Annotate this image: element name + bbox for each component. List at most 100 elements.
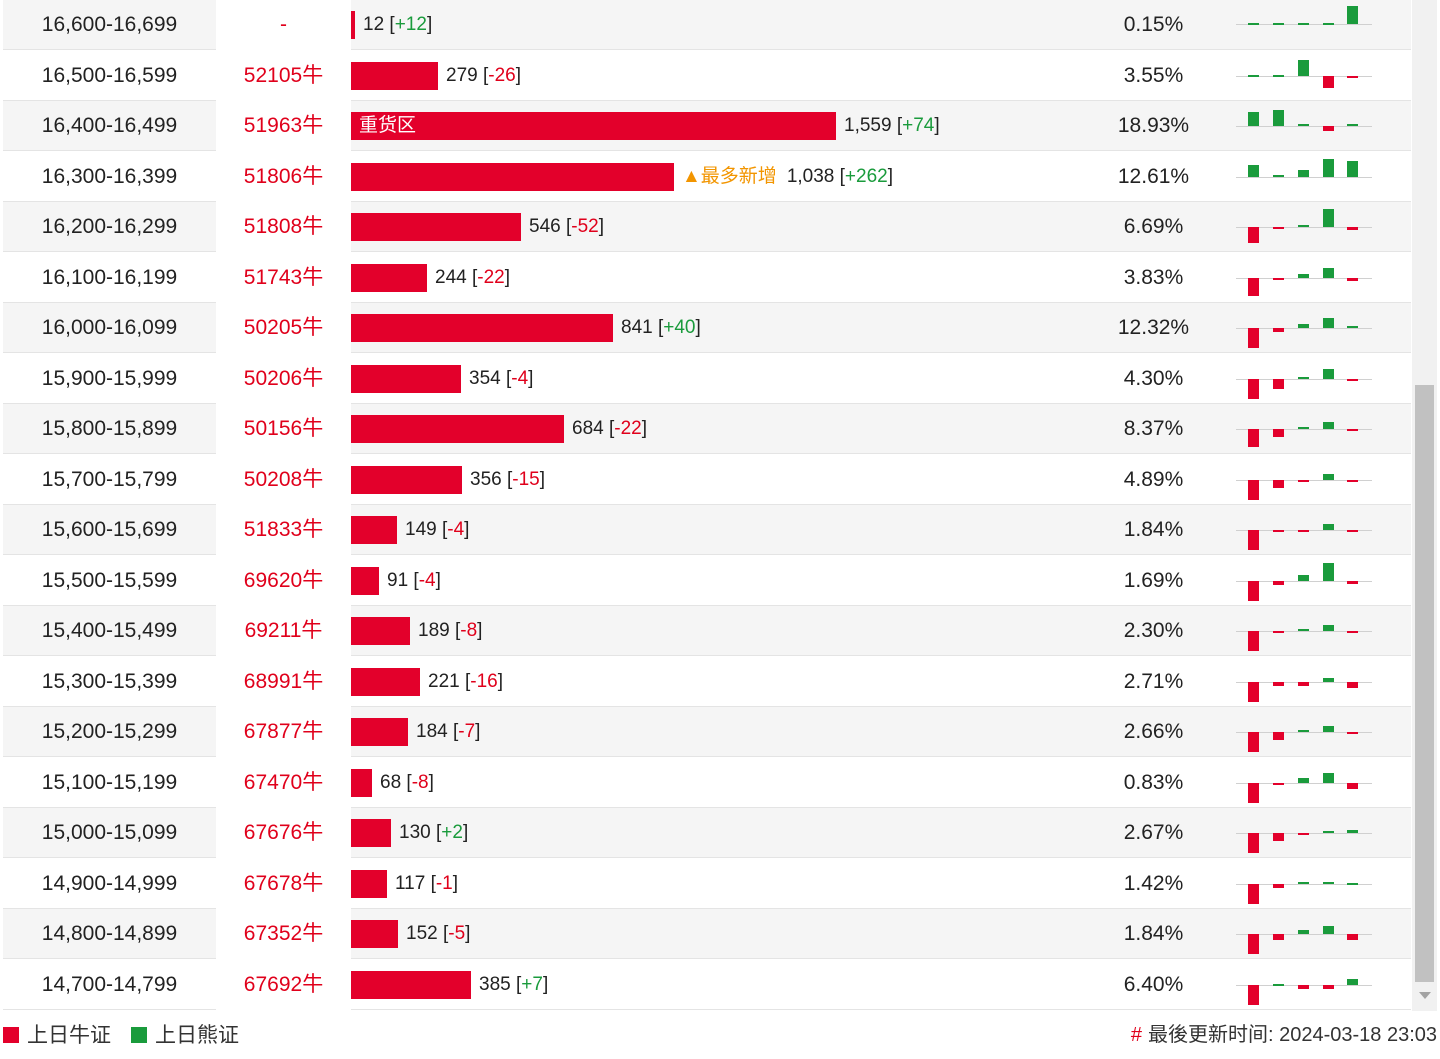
table-row[interactable]: 15,800-15,899 50156牛 684 [-22] 8.37% — [3, 404, 1411, 454]
warrant-code[interactable]: 51808牛 — [216, 202, 351, 252]
warrant-code[interactable]: 51743牛 — [216, 252, 351, 303]
bar-label: 重货区 — [359, 115, 417, 136]
history-sparkline — [1236, 51, 1372, 101]
bull-spark-bar — [1323, 984, 1334, 989]
bear-spark-bar — [1273, 74, 1284, 77]
warrant-code[interactable]: 52105牛 — [216, 50, 351, 101]
warrant-code[interactable]: 68991牛 — [216, 656, 351, 707]
percentage: 4.30% — [1123, 366, 1184, 390]
bull-spark-bar — [1347, 530, 1358, 532]
warrant-code[interactable]: 69211牛 — [216, 606, 351, 656]
warrant-code[interactable]: 69620牛 — [216, 555, 351, 606]
quantity-info: ▲最多新增 1,038 [+262] — [682, 165, 893, 187]
table-row[interactable]: 15,700-15,799 50208牛 356 [-15] 4.89% — [3, 454, 1411, 505]
scroll-down-arrow-icon[interactable] — [1419, 992, 1431, 999]
last-updated-text: 最後更新时间: 2024-03-18 23:03 — [1147, 1024, 1437, 1046]
warrant-code[interactable]: 51963牛 — [216, 101, 351, 151]
bull-spark-bar — [1248, 479, 1259, 500]
bear-spark-bar — [1273, 23, 1284, 25]
table-row[interactable]: 15,200-15,299 67877牛 184 [-7] 2.66% — [3, 707, 1411, 757]
bear-spark-bar — [1323, 318, 1334, 328]
legend-bull: 上日牛证 — [3, 1012, 111, 1059]
quantity-change: -16 — [470, 670, 498, 692]
table-row[interactable]: 14,700-14,799 67692牛 385 [+7] 6.40% — [3, 959, 1411, 1010]
quantity-change: -5 — [448, 923, 466, 944]
bull-spark-bar — [1248, 227, 1259, 243]
table-row[interactable]: 16,000-16,099 50205牛 841 [+40] 12.32% — [3, 303, 1411, 353]
table-row[interactable]: 15,500-15,599 69620牛 91 [-4] 1.69% — [3, 555, 1411, 606]
quantity-count: 189 — [418, 620, 450, 641]
table-row[interactable]: 16,500-16,599 52105牛 279 [-26] 3.55% — [3, 50, 1411, 101]
warrant-code[interactable]: 67470牛 — [216, 757, 351, 808]
vertical-scrollbar[interactable] — [1412, 0, 1437, 1011]
bear-spark-bar — [1298, 225, 1309, 227]
sparkline-baseline — [1236, 176, 1372, 178]
bear-spark-bar — [1298, 777, 1309, 783]
quantity-info: 68 [-8] — [380, 771, 434, 793]
quantity-change: -52 — [571, 216, 599, 237]
warrant-code[interactable]: 50205牛 — [216, 303, 351, 353]
table-row[interactable]: 14,900-14,999 67678牛 117 [-1] 1.42% — [3, 858, 1411, 909]
warrant-code[interactable]: - — [216, 0, 351, 50]
bear-spark-bar — [1298, 629, 1309, 631]
bull-spark-bar — [1273, 934, 1284, 940]
warrant-code[interactable]: 51806牛 — [216, 151, 351, 202]
quantity-count: 279 — [446, 64, 478, 86]
bull-spark-bar — [1347, 782, 1358, 789]
warrant-code[interactable]: 67676牛 — [216, 808, 351, 858]
warrant-code[interactable]: 50156牛 — [216, 404, 351, 454]
sparkline-baseline — [1236, 75, 1372, 77]
footer: 上日牛证 上日熊证 # 最後更新时间: 2024-03-18 23:03 — [0, 1012, 1440, 1059]
bull-spark-bar — [1273, 277, 1284, 280]
scrollbar-thumb[interactable] — [1415, 385, 1434, 982]
table-row[interactable]: 15,100-15,199 67470牛 68 [-8] 0.83% — [3, 757, 1411, 808]
quantity-info: 244 [-22] — [435, 266, 511, 288]
table-row[interactable]: 16,600-16,699 -12 [+12] 0.15% — [3, 0, 1411, 50]
table-row[interactable]: 15,400-15,499 69211牛 189 [-8] 2.30% — [3, 606, 1411, 656]
bull-spark-bar — [1347, 429, 1358, 431]
warrant-code[interactable]: 50206牛 — [216, 353, 351, 404]
quantity-info: 841 [+40] — [621, 317, 701, 338]
warrant-code[interactable]: 67692牛 — [216, 959, 351, 1010]
most-added-flag: ▲最多新增 — [682, 165, 777, 187]
bear-spark-bar — [1323, 473, 1334, 480]
warrant-code[interactable]: 51833牛 — [216, 505, 351, 555]
bull-spark-bar — [1248, 782, 1259, 803]
bull-spark-bar — [1248, 429, 1259, 447]
sparkline-baseline — [1236, 631, 1372, 632]
quantity-count: 184 — [416, 721, 448, 742]
warrant-code[interactable]: 50208牛 — [216, 454, 351, 505]
warrant-code[interactable]: 67678牛 — [216, 858, 351, 909]
table-row[interactable]: 15,000-15,099 67676牛 130 [+2] 2.67% — [3, 808, 1411, 858]
table-row[interactable]: 15,300-15,399 68991牛 221 [-16] 2.71% — [3, 656, 1411, 707]
table-row[interactable]: 16,100-16,199 51743牛 244 [-22] 3.83% — [3, 252, 1411, 303]
history-sparkline — [1236, 909, 1372, 959]
bull-spark-bar — [1347, 681, 1358, 688]
table-row[interactable]: 16,400-16,499 51963牛 重货区 1,559 [+74] 18.93% — [3, 101, 1411, 151]
bull-spark-bar — [1273, 732, 1284, 740]
price-range: 15,000-15,099 — [41, 821, 178, 844]
bear-spark-bar — [1323, 368, 1334, 379]
warrant-code[interactable]: 67877牛 — [216, 707, 351, 757]
table-row[interactable]: 16,200-16,299 51808牛 546 [-52] 6.69% — [3, 202, 1411, 252]
price-range: 16,400-16,499 — [41, 114, 178, 137]
table-row[interactable]: 15,600-15,699 51833牛 149 [-4] 1.84% — [3, 505, 1411, 555]
table-row[interactable]: 16,300-16,399 51806牛 ▲最多新增 1,038 [+262] 12.6… — [3, 151, 1411, 202]
warrant-code[interactable]: 67352牛 — [216, 909, 351, 959]
sparkline-baseline — [1236, 782, 1372, 784]
bear-spark-bar — [1273, 983, 1284, 986]
percentage: 1.69% — [1123, 568, 1184, 592]
bear-spark-bar — [1298, 881, 1309, 884]
sparkline-baseline — [1236, 277, 1372, 279]
history-sparkline — [1236, 101, 1372, 151]
table-row[interactable]: 14,800-14,899 67352牛 152 [-5] 1.84% — [3, 909, 1411, 959]
bear-spark-bar — [1323, 524, 1334, 530]
bear-spark-bar — [1323, 831, 1334, 833]
bull-spark-bar — [1273, 883, 1284, 888]
quantity-change: -7 — [458, 721, 476, 742]
quantity-change: +40 — [663, 317, 696, 338]
sparkline-baseline — [1236, 883, 1372, 885]
history-sparkline — [1236, 0, 1372, 50]
quantity-bar — [351, 314, 613, 342]
table-row[interactable]: 15,900-15,999 50206牛 354 [-4] 4.30% — [3, 353, 1411, 404]
